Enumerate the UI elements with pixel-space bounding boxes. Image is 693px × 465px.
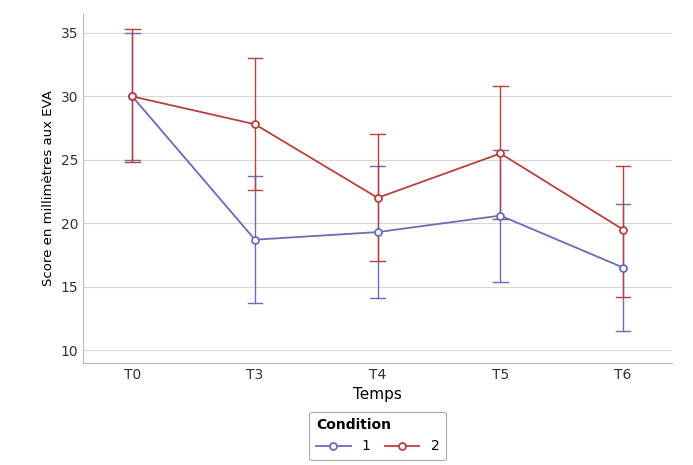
Y-axis label: Score en millimètres aux EVA: Score en millimètres aux EVA [42,90,55,286]
X-axis label: Temps: Temps [353,387,402,402]
Legend: 1, 2: 1, 2 [309,412,446,460]
